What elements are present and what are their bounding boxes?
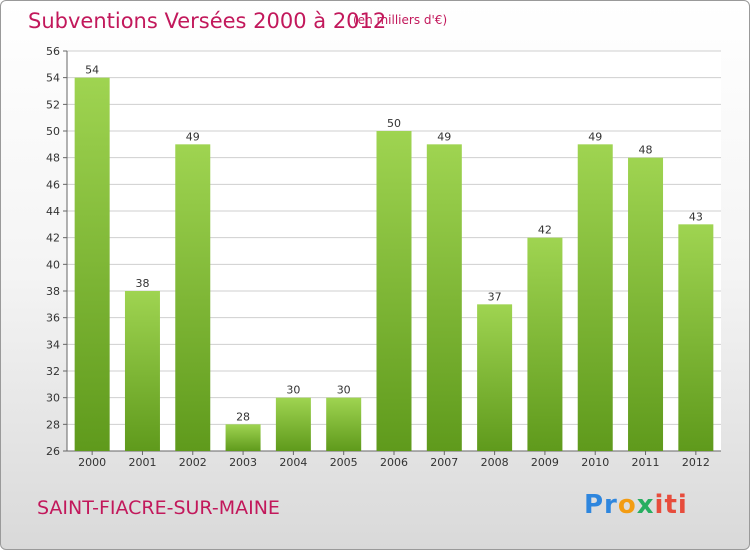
x-tick-label: 2009 (531, 456, 559, 469)
y-tick-label: 52 (46, 98, 60, 111)
y-tick-label: 56 (46, 45, 60, 58)
chart-unit-note: (en milliers d'€) (353, 13, 448, 27)
bars (74, 77, 714, 452)
y-tick-label: 44 (46, 205, 60, 218)
bar-2010 (577, 144, 613, 452)
bar-2001 (124, 291, 160, 451)
chart-title: Subventions Versées 2000 à 2012 (28, 9, 387, 33)
x-tick-label: 2011 (632, 456, 660, 469)
bar-2006 (376, 131, 412, 451)
x-tick-label: 2005 (330, 456, 358, 469)
x-tick-label: 2002 (179, 456, 207, 469)
x-tick-label: 2010 (581, 456, 609, 469)
y-tick-label: 34 (46, 338, 60, 351)
y-tick-label: 28 (46, 418, 60, 431)
data-label-2002: 49 (186, 130, 200, 143)
data-label-2001: 38 (135, 277, 149, 290)
y-tick-label: 36 (46, 312, 60, 325)
y-tick-label: 42 (46, 232, 60, 245)
bar-2012 (678, 224, 714, 451)
y-tick-label: 26 (46, 445, 60, 458)
x-tick-label: 2012 (682, 456, 710, 469)
data-label-2007: 49 (437, 130, 451, 143)
y-tick-label: 48 (46, 152, 60, 165)
y-tick-label: 38 (46, 285, 60, 298)
x-tick-label: 2007 (430, 456, 458, 469)
bar-2003 (225, 424, 261, 451)
bar-2002 (175, 144, 211, 452)
y-tick-label: 30 (46, 392, 60, 405)
commune-name: SAINT-FIACRE-SUR-MAINE (37, 497, 280, 519)
bar-2008 (477, 304, 513, 451)
x-tick-label: 2000 (78, 456, 106, 469)
y-tick-label: 46 (46, 178, 60, 191)
x-tick-label: 2006 (380, 456, 408, 469)
logo-part: o (617, 490, 637, 520)
data-labels: 54 38 49 28 30 30 50 49 37 42 49 48 43 (85, 64, 703, 424)
y-tick-label: 32 (46, 365, 60, 378)
data-label-2004: 30 (286, 384, 300, 397)
data-label-2009: 42 (538, 224, 552, 237)
data-label-2005: 30 (337, 384, 351, 397)
bar-2011 (628, 157, 664, 451)
y-tick-label: 40 (46, 258, 60, 271)
proxiti-logo: Proxiti (584, 490, 688, 520)
data-label-2006: 50 (387, 117, 401, 130)
x-tick-label: 2008 (481, 456, 509, 469)
data-label-2010: 49 (588, 130, 602, 143)
data-label-2012: 43 (689, 210, 703, 223)
data-label-2000: 54 (85, 64, 99, 77)
data-label-2011: 48 (639, 144, 653, 157)
data-label-2003: 28 (236, 410, 250, 423)
data-label-2008: 37 (488, 290, 502, 303)
x-tick-label: 2001 (128, 456, 156, 469)
y-tick-label: 50 (46, 125, 60, 138)
bar-2009 (527, 237, 563, 451)
bar-2000 (74, 77, 110, 452)
logo-part: x (636, 490, 655, 520)
x-tick-label: 2004 (279, 456, 307, 469)
logo-part: iti (654, 490, 688, 520)
bar-2007 (426, 144, 462, 452)
y-tick-label: 54 (46, 72, 60, 85)
logo-part: Pr (584, 490, 618, 520)
bar-2005 (326, 397, 362, 451)
bar-2004 (275, 397, 311, 451)
x-tick-label: 2003 (229, 456, 257, 469)
